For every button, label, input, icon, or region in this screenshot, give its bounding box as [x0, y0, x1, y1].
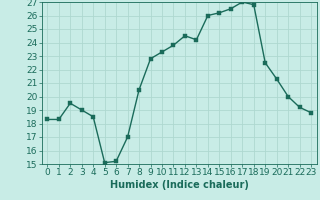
X-axis label: Humidex (Indice chaleur): Humidex (Indice chaleur): [110, 180, 249, 190]
